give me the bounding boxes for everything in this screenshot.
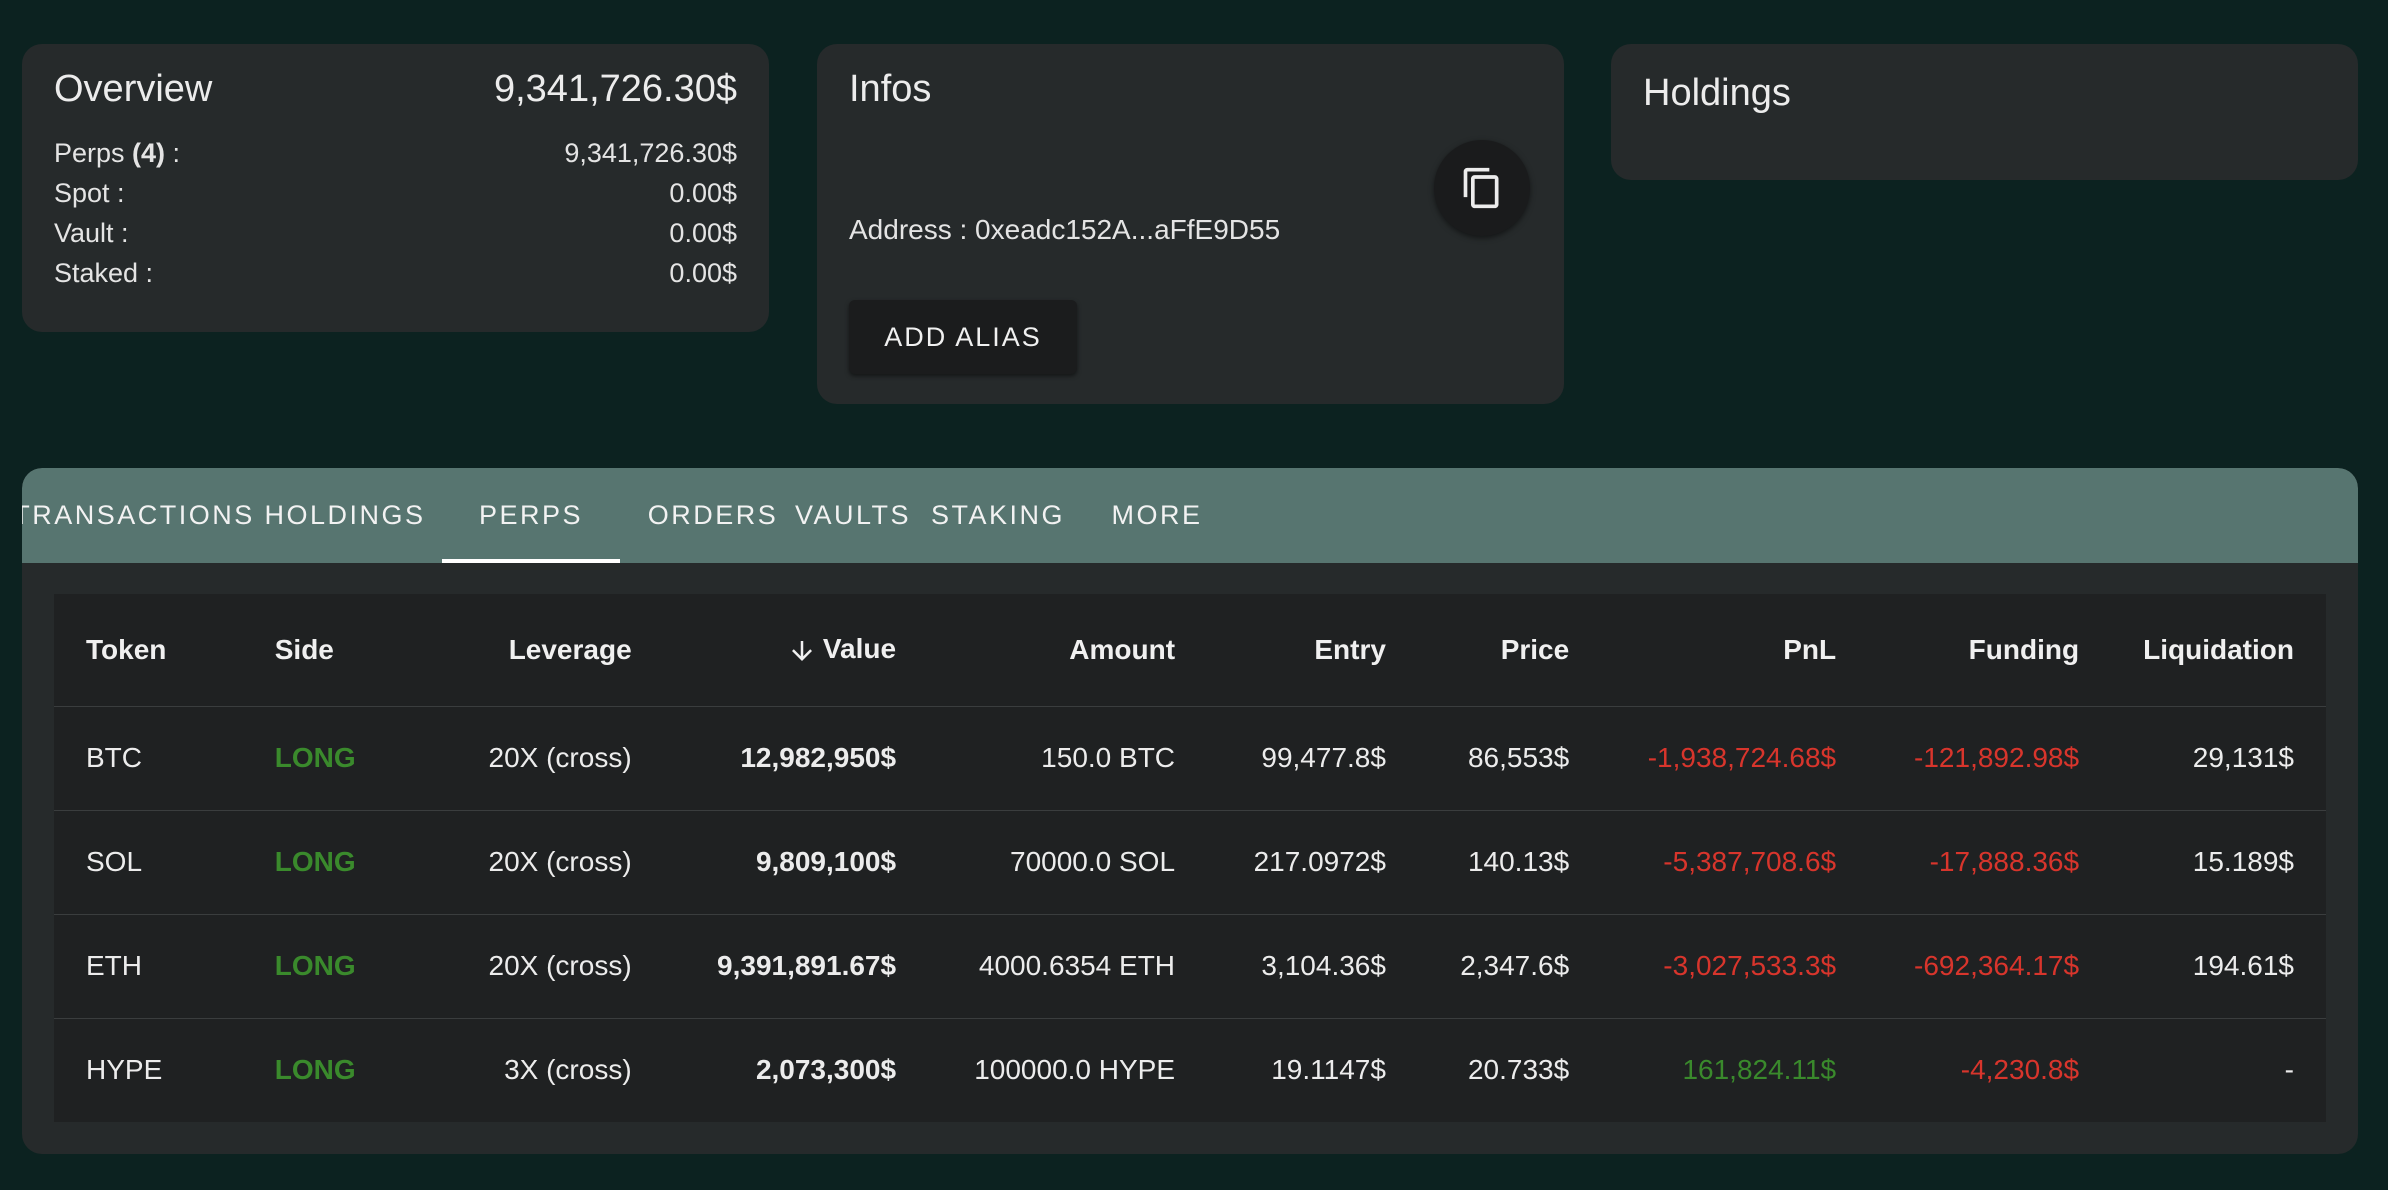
tab-more[interactable]: MORE: [1111, 500, 1203, 530]
copy-address-button[interactable]: [1434, 140, 1530, 236]
overview-total: 9,341,726.30$: [493, 68, 737, 110]
cell-entry: 19.1147$: [1271, 1054, 1386, 1086]
cell-liquidation: 29,131$: [2111, 706, 2326, 811]
cell-entry: 3,104.36$: [1207, 914, 1418, 1019]
tab-vaults[interactable]: VAULTS: [794, 500, 912, 530]
perps-table: Token Side Leverage Value Amount Entry P…: [54, 594, 2326, 1122]
cell-side: LONG: [274, 1054, 356, 1086]
col-header-leverage[interactable]: Leverage: [390, 594, 664, 707]
cell-funding: -121,892.98$: [1868, 706, 2112, 811]
col-header-value-label: Value: [822, 633, 897, 665]
cell-value: 2,073,300$: [755, 1054, 897, 1086]
col-header-amount[interactable]: Amount: [928, 594, 1208, 707]
holdings-title: Holdings: [1643, 72, 1791, 114]
cell-token: SOL: [54, 810, 243, 915]
wallet-address: Address : 0xeadc152A...aFfE9D55: [849, 214, 1281, 245]
cell-funding: -4,230.8$: [1960, 1054, 2080, 1086]
overview-row-value: 0.00$: [669, 178, 737, 208]
overview-row-value: 0.00$: [669, 258, 737, 288]
cell-pnl: -1,938,724.68$: [1601, 706, 1869, 811]
col-header-pnl[interactable]: PnL: [1601, 594, 1869, 707]
tab-orders[interactable]: ORDERS: [647, 500, 779, 530]
cell-liquidation: 194.61$: [2111, 914, 2326, 1019]
table-header-row: Token Side Leverage Value Amount Entry P…: [54, 594, 2326, 707]
cell-entry: 99,477.8$: [1207, 706, 1418, 811]
overview-row-label: Staked :: [54, 258, 154, 288]
copy-icon: [1463, 167, 1499, 209]
cell-price: 2,347.6$: [1417, 914, 1602, 1019]
cell-pnl: -3,027,533.3$: [1601, 914, 1869, 1019]
cell-value: 12,982,950$: [663, 706, 929, 811]
cell-amount: 100000.0 HYPE: [974, 1054, 1176, 1086]
cell-pnl: 161,824.11$: [1682, 1054, 1837, 1086]
add-alias-button[interactable]: ADD ALIAS: [849, 300, 1077, 374]
tab-staking[interactable]: STAKING: [930, 500, 1066, 530]
table-row[interactable]: SOL LONG 20X (cross) 9,809,100$ 70000.0 …: [54, 810, 2326, 915]
cell-amount: 150.0 BTC: [928, 706, 1208, 811]
table-row[interactable]: BTC LONG 20X (cross) 12,982,950$ 150.0 B…: [54, 706, 2326, 811]
tab-perps[interactable]: PERPS: [442, 468, 620, 563]
cell-value: 9,809,100$: [663, 810, 929, 915]
holdings-card: Holdings: [1611, 44, 2358, 180]
positions-panel: TRANSACTIONS HOLDINGS PERPS ORDERS VAULT…: [22, 468, 2358, 1154]
cell-leverage: 20X (cross): [390, 706, 664, 811]
cell-price: 86,553$: [1417, 706, 1602, 811]
cell-leverage: 3X (cross): [504, 1054, 632, 1086]
table-row[interactable]: HYPE LONG 3X (cross) 2,073,300$ 100000.0…: [54, 1018, 2326, 1122]
overview-title: Overview: [54, 68, 213, 110]
cell-price: 140.13$: [1417, 810, 1602, 915]
cell-side: LONG: [242, 706, 391, 811]
overview-row-value: 0.00$: [669, 218, 737, 248]
overview-row-label: Vault :: [54, 218, 129, 248]
overview-row-perps: Perps (4) : 9,341,726.30$: [54, 133, 737, 173]
col-header-price[interactable]: Price: [1417, 594, 1602, 707]
overview-card: Overview 9,341,726.30$ Perps (4) : 9,341…: [22, 44, 769, 332]
cell-funding: -692,364.17$: [1868, 914, 2112, 1019]
col-header-liquidation[interactable]: Liquidation: [2111, 594, 2326, 707]
cell-entry: 217.0972$: [1207, 810, 1418, 915]
cell-leverage: 20X (cross): [390, 914, 664, 1019]
col-header-entry[interactable]: Entry: [1207, 594, 1418, 707]
col-header-funding[interactable]: Funding: [1868, 594, 2112, 707]
cell-pnl: -5,387,708.6$: [1601, 810, 1869, 915]
tab-bar: TRANSACTIONS HOLDINGS PERPS ORDERS VAULT…: [22, 468, 2358, 563]
col-header-value[interactable]: Value: [663, 594, 929, 707]
col-header-side[interactable]: Side: [242, 594, 391, 707]
cell-liquidation: -: [2284, 1054, 2294, 1086]
overview-row-label: Perps (4) :: [54, 138, 181, 168]
cell-price: 20.733$: [1467, 1054, 1570, 1086]
infos-card: Infos Address : 0xeadc152A...aFfE9D55 AD…: [817, 44, 1564, 404]
table-row[interactable]: ETH LONG 20X (cross) 9,391,891.67$ 4000.…: [54, 914, 2326, 1019]
cell-side: LONG: [242, 914, 391, 1019]
cell-token: ETH: [54, 914, 243, 1019]
perps-count: (4): [132, 138, 166, 168]
infos-title: Infos: [849, 68, 932, 110]
overview-row-spot: Spot : 0.00$: [54, 173, 737, 213]
overview-row-label: Spot :: [54, 178, 125, 208]
cell-leverage: 20X (cross): [390, 810, 664, 915]
cell-side: LONG: [242, 810, 391, 915]
overview-row-value: 9,341,726.30$: [564, 138, 737, 168]
cell-liquidation: 15.189$: [2111, 810, 2326, 915]
overview-row-staked: Staked : 0.00$: [54, 253, 737, 293]
perps-table-container: Token Side Leverage Value Amount Entry P…: [54, 594, 2326, 1122]
tab-holdings[interactable]: HOLDINGS: [264, 500, 426, 530]
cell-token: BTC: [54, 706, 243, 811]
arrow-down-icon: [791, 641, 812, 662]
overview-row-vault: Vault : 0.00$: [54, 213, 737, 253]
cell-value: 9,391,891.67$: [663, 914, 929, 1019]
cell-amount: 4000.6354 ETH: [928, 914, 1208, 1019]
cell-amount: 70000.0 SOL: [928, 810, 1208, 915]
cell-token: HYPE: [86, 1054, 163, 1086]
cell-funding: -17,888.36$: [1868, 810, 2112, 915]
tab-transactions[interactable]: TRANSACTIONS: [22, 500, 255, 530]
col-header-token[interactable]: Token: [54, 594, 243, 707]
